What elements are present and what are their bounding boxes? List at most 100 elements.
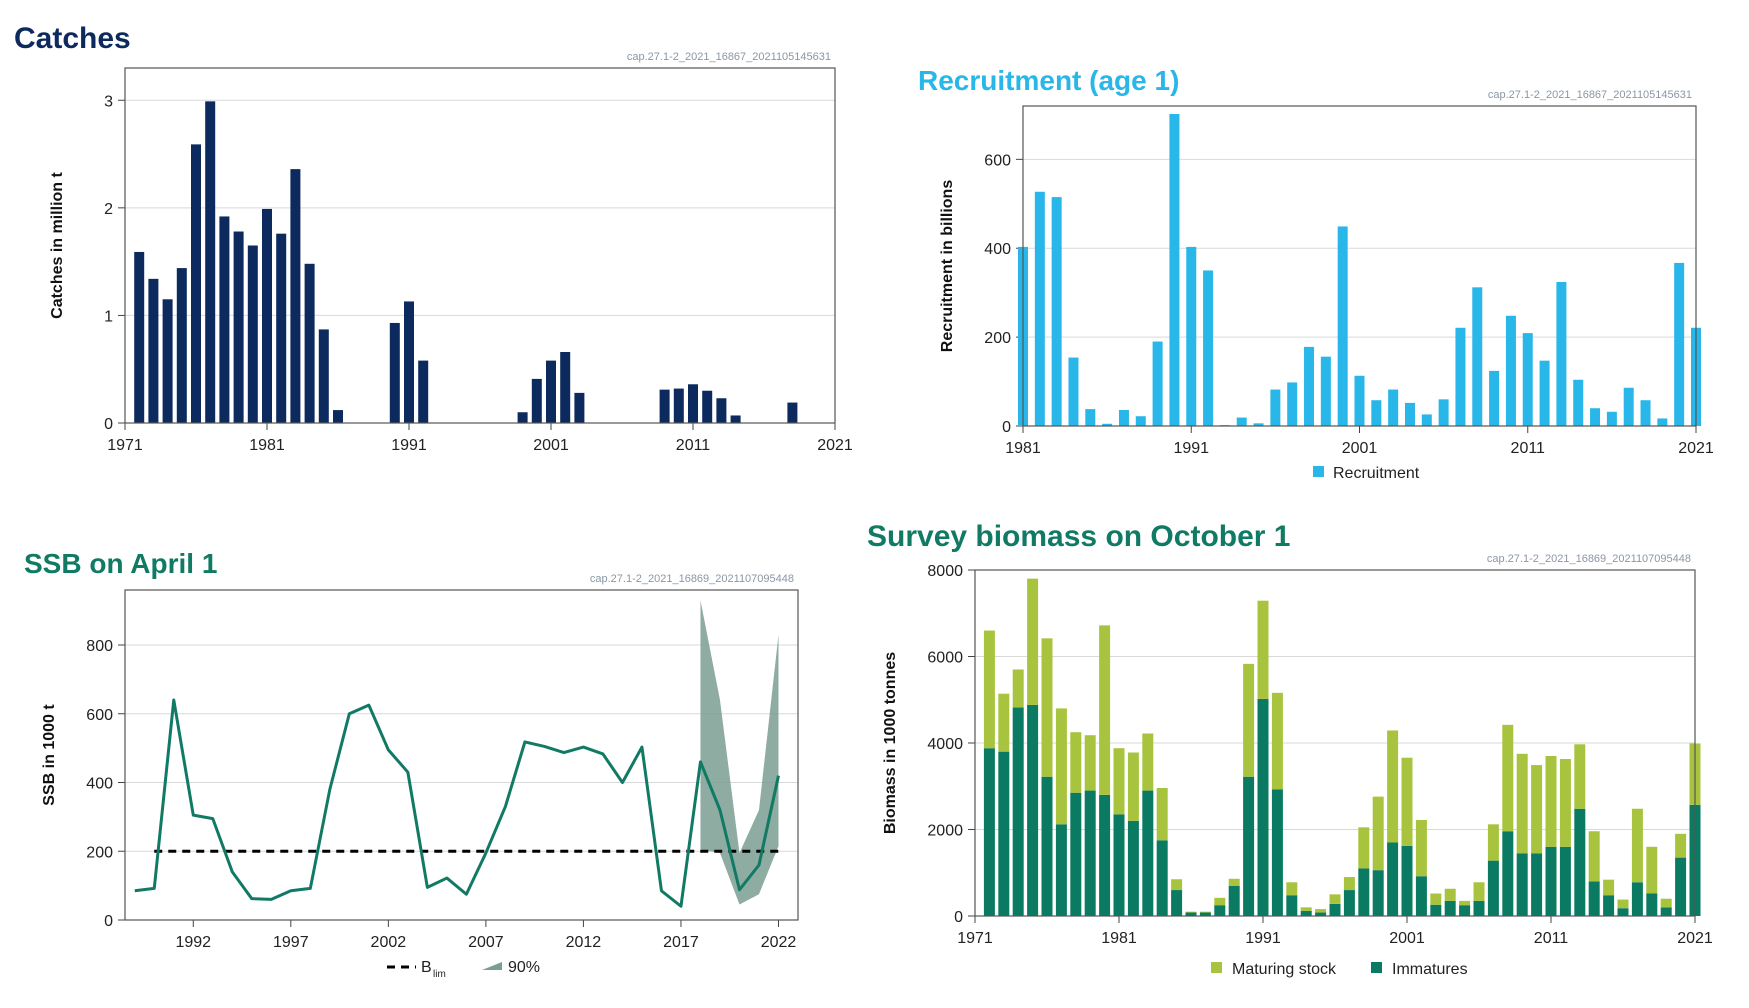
survey-bar-maturing: [998, 693, 1010, 752]
survey-bar-immatures: [998, 751, 1010, 916]
survey-bar-maturing: [1473, 882, 1485, 901]
catches-bar: [290, 169, 301, 423]
ssb-legend-blim-subscript: lim: [433, 969, 446, 980]
recruitment-bar: [1203, 270, 1214, 426]
survey-bar-maturing: [1574, 744, 1586, 809]
survey-bar-maturing: [1631, 808, 1643, 883]
catches-bar: [702, 390, 713, 423]
ssb-ylabel: SSB in 1000 t: [41, 704, 58, 806]
recruitment-bar: [1623, 387, 1634, 426]
survey-bar-immatures: [1502, 831, 1514, 916]
survey-bar-maturing: [1617, 899, 1629, 909]
survey-legend-immatures-label: Immatures: [1392, 961, 1468, 978]
survey-bar-immatures: [1185, 912, 1197, 916]
survey-bar-maturing: [1286, 882, 1298, 896]
survey-xtick-label: 1991: [1245, 930, 1281, 947]
survey-bar-immatures: [1084, 790, 1096, 916]
recruitment-bar: [1438, 399, 1449, 426]
survey-legend-immatures-swatch: [1371, 962, 1382, 973]
survey-xtick-label: 2021: [1677, 930, 1713, 947]
survey-bar-immatures: [1027, 704, 1039, 916]
survey-bar-immatures: [1142, 790, 1154, 916]
catches-bar: [233, 231, 244, 423]
recruitment-xtick-label: 2021: [1678, 440, 1714, 457]
survey-bar-maturing: [1358, 827, 1370, 869]
survey-bar-immatures: [1473, 900, 1485, 916]
catches-bar: [134, 251, 145, 423]
catches-xtick-label: 1971: [107, 437, 143, 454]
survey-bar-maturing: [1142, 733, 1154, 791]
survey-bar-maturing: [1415, 819, 1427, 877]
survey-bar-maturing: [1099, 625, 1111, 795]
catches-bar: [730, 415, 741, 423]
recruitment-xtick-label: 2001: [1342, 440, 1378, 457]
catches-bar: [318, 329, 329, 423]
recruitment-xtick-label: 1981: [1005, 440, 1041, 457]
survey-bar-immatures: [1631, 882, 1643, 916]
recruitment-ylabel: Recruitment in billions: [939, 180, 956, 353]
recruitment-xtick-label: 2011: [1511, 440, 1546, 457]
recruitment-bar: [1102, 423, 1113, 426]
chart-catches: Catches cap.27.1-2_2021_16867_20211051456…: [14, 22, 853, 454]
survey-bar-maturing: [1055, 708, 1067, 825]
survey-bar-maturing: [1113, 748, 1125, 815]
survey-bar-maturing: [1675, 833, 1687, 858]
survey-bar-maturing: [1070, 732, 1082, 793]
ssb-series-line: [134, 698, 780, 908]
survey-bar-maturing: [1185, 911, 1197, 913]
recruitment-ytick-label: 400: [984, 241, 1011, 258]
survey-bar-maturing: [1372, 796, 1384, 871]
survey-bar-immatures: [1646, 893, 1658, 916]
recruitment-bar: [1573, 379, 1584, 426]
ssb-legend-band-label: 90%: [508, 959, 540, 976]
ssb-ytick-label: 200: [86, 844, 113, 861]
catches-ytick-label: 3: [104, 93, 113, 110]
survey-bar-immatures: [1675, 857, 1687, 916]
recruitment-bar: [1455, 327, 1466, 426]
survey-bar-immatures: [1286, 895, 1298, 916]
survey-bar-immatures: [1372, 870, 1384, 916]
ssb-xtick-label: 1992: [175, 934, 211, 951]
survey-xtick-label: 2001: [1389, 930, 1425, 947]
survey-bar-immatures: [1430, 904, 1442, 916]
survey-bar-immatures: [1574, 808, 1586, 916]
survey-bar-maturing: [1487, 824, 1499, 861]
ssb-xtick-label: 2002: [371, 934, 407, 951]
ssb-ytick-label: 400: [86, 776, 113, 793]
survey-bar-immatures: [1127, 820, 1139, 916]
catches-caption: cap.27.1-2_2021_16867_2021105145631: [627, 51, 831, 63]
survey-bar-immatures: [1257, 698, 1269, 916]
recruitment-bar: [1522, 333, 1533, 426]
recruitment-bar: [1085, 409, 1096, 426]
survey-bar-maturing: [1271, 692, 1283, 790]
recruitment-bar: [1337, 226, 1348, 426]
survey-bar-maturing: [1257, 600, 1269, 699]
catches-xtick-label: 2001: [533, 437, 569, 454]
survey-xtick-label: 1971: [957, 930, 993, 947]
recruitment-bar: [1236, 417, 1247, 426]
survey-bar-immatures: [1055, 824, 1067, 916]
survey-bar-immatures: [1559, 846, 1571, 916]
survey-bar-maturing: [1228, 878, 1240, 886]
catches-bar: [176, 268, 187, 423]
catches-bar: [673, 388, 684, 423]
catches-xtick-label: 2011: [676, 437, 711, 454]
survey-bar-maturing: [1502, 724, 1514, 832]
survey-bar-immatures: [1415, 876, 1427, 916]
survey-bar-immatures: [1243, 776, 1255, 916]
catches-bar: [148, 278, 159, 423]
recruitment-bar: [1371, 400, 1382, 426]
recruitment-bar: [1404, 402, 1415, 426]
catches-bar: [219, 216, 230, 423]
recruitment-bar: [1287, 382, 1298, 426]
survey-bar-maturing: [1329, 894, 1341, 904]
recruitment-legend-label: Recruitment: [1333, 465, 1420, 482]
recruitment-bar: [1034, 191, 1045, 426]
recruitment-bar: [1421, 414, 1432, 426]
survey-bar-immatures: [1271, 789, 1283, 916]
survey-bar-immatures: [1444, 900, 1456, 916]
recruitment-bar: [1590, 408, 1601, 426]
survey-bar-maturing: [1545, 755, 1557, 847]
survey-ytick-label: 4000: [927, 736, 963, 753]
catches-bar: [304, 263, 315, 423]
